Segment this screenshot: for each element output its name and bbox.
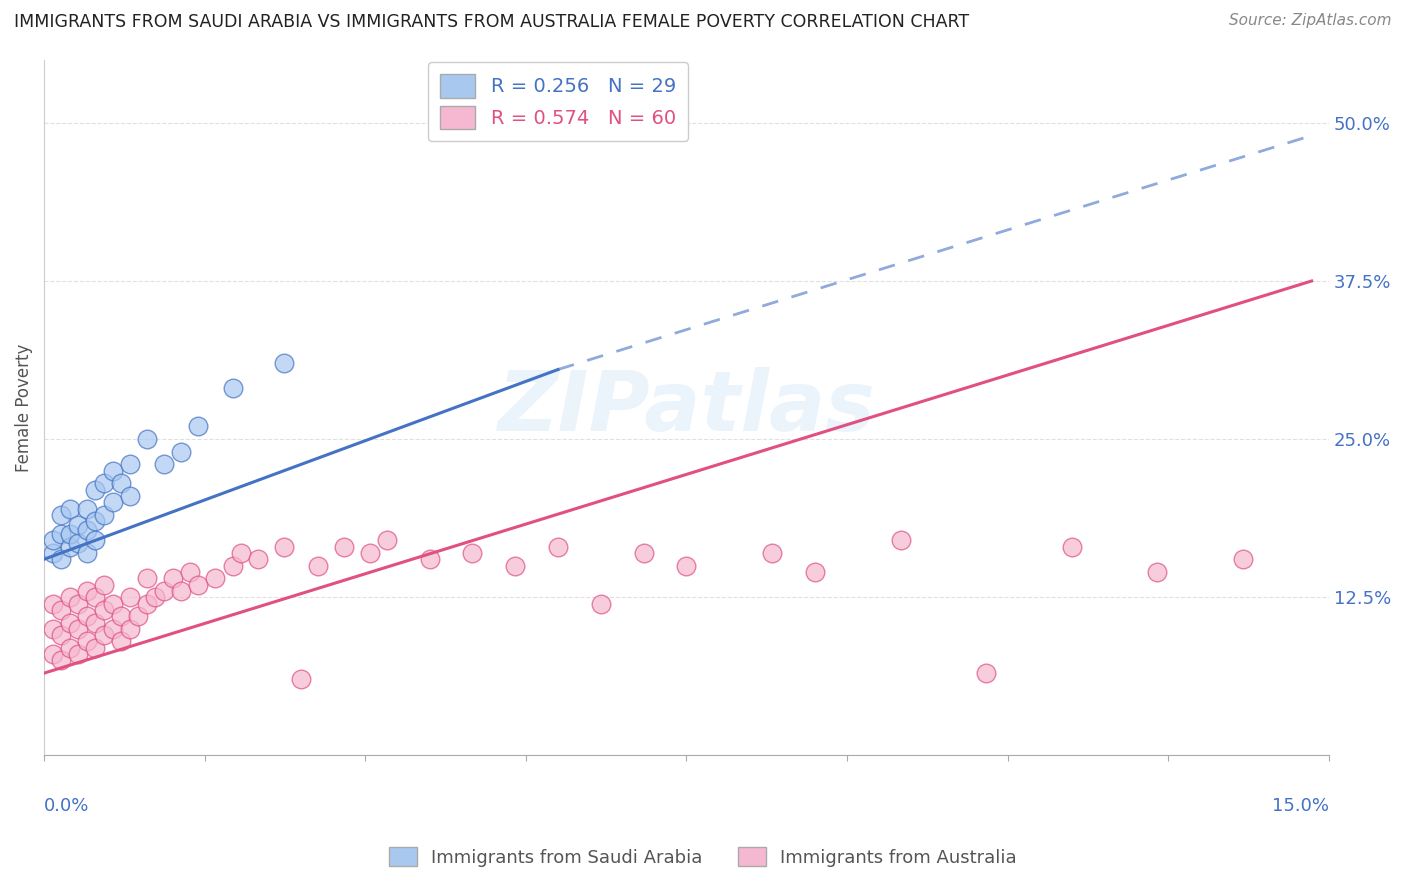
Point <box>675 558 697 573</box>
Point <box>307 558 329 573</box>
Point <box>51 552 73 566</box>
Point <box>127 609 149 624</box>
Point <box>503 558 526 573</box>
Point <box>101 622 124 636</box>
Point <box>67 597 90 611</box>
Point <box>359 546 381 560</box>
Y-axis label: Female Poverty: Female Poverty <box>15 343 32 472</box>
Point <box>76 523 98 537</box>
Point <box>59 640 82 655</box>
Point <box>76 609 98 624</box>
Point <box>93 476 115 491</box>
Point <box>59 527 82 541</box>
Point <box>761 546 783 560</box>
Point <box>153 458 176 472</box>
Point <box>84 615 107 630</box>
Point <box>110 634 132 648</box>
Point <box>118 458 141 472</box>
Point <box>804 565 827 579</box>
Point <box>890 533 912 548</box>
Point <box>41 533 63 548</box>
Point <box>633 546 655 560</box>
Point <box>204 571 226 585</box>
Point <box>59 615 82 630</box>
Point <box>589 597 612 611</box>
Text: 15.0%: 15.0% <box>1272 797 1329 815</box>
Point <box>84 483 107 497</box>
Point <box>51 628 73 642</box>
Point <box>51 527 73 541</box>
Point <box>273 540 295 554</box>
Point <box>101 464 124 478</box>
Point <box>187 577 209 591</box>
Point <box>101 597 124 611</box>
Point <box>41 647 63 661</box>
Point <box>41 622 63 636</box>
Point <box>187 419 209 434</box>
Point <box>93 577 115 591</box>
Point <box>67 647 90 661</box>
Point <box>76 501 98 516</box>
Point <box>221 558 243 573</box>
Point <box>51 653 73 667</box>
Point <box>59 540 82 554</box>
Point <box>93 508 115 522</box>
Point <box>84 533 107 548</box>
Point <box>93 603 115 617</box>
Point <box>547 540 569 554</box>
Point <box>1060 540 1083 554</box>
Point <box>51 508 73 522</box>
Point <box>1146 565 1168 579</box>
Point <box>135 432 157 446</box>
Point <box>76 634 98 648</box>
Point <box>145 591 167 605</box>
Point <box>333 540 356 554</box>
Point <box>118 489 141 503</box>
Point <box>229 546 252 560</box>
Point <box>461 546 484 560</box>
Point <box>76 546 98 560</box>
Point <box>67 622 90 636</box>
Point <box>118 622 141 636</box>
Point <box>273 356 295 370</box>
Text: Source: ZipAtlas.com: Source: ZipAtlas.com <box>1229 13 1392 29</box>
Point <box>110 609 132 624</box>
Point <box>59 501 82 516</box>
Point <box>170 444 193 458</box>
Point <box>67 518 90 533</box>
Point <box>135 571 157 585</box>
Point <box>221 382 243 396</box>
Point <box>162 571 184 585</box>
Point <box>59 591 82 605</box>
Text: ZIPatlas: ZIPatlas <box>498 367 876 448</box>
Text: 0.0%: 0.0% <box>44 797 90 815</box>
Point <box>101 495 124 509</box>
Point <box>51 603 73 617</box>
Point <box>179 565 201 579</box>
Point <box>41 597 63 611</box>
Point <box>1232 552 1254 566</box>
Point <box>76 583 98 598</box>
Legend: Immigrants from Saudi Arabia, Immigrants from Australia: Immigrants from Saudi Arabia, Immigrants… <box>382 840 1024 874</box>
Point <box>247 552 270 566</box>
Point <box>375 533 398 548</box>
Point <box>170 583 193 598</box>
Point <box>41 546 63 560</box>
Point <box>110 476 132 491</box>
Point <box>290 673 312 687</box>
Point <box>153 583 176 598</box>
Point <box>974 666 997 681</box>
Point <box>84 514 107 528</box>
Point <box>93 628 115 642</box>
Point <box>84 591 107 605</box>
Point <box>418 552 440 566</box>
Point <box>67 536 90 550</box>
Text: IMMIGRANTS FROM SAUDI ARABIA VS IMMIGRANTS FROM AUSTRALIA FEMALE POVERTY CORRELA: IMMIGRANTS FROM SAUDI ARABIA VS IMMIGRAN… <box>14 13 969 31</box>
Point <box>135 597 157 611</box>
Point <box>84 640 107 655</box>
Legend: R = 0.256   N = 29, R = 0.574   N = 60: R = 0.256 N = 29, R = 0.574 N = 60 <box>429 62 688 141</box>
Point <box>118 591 141 605</box>
